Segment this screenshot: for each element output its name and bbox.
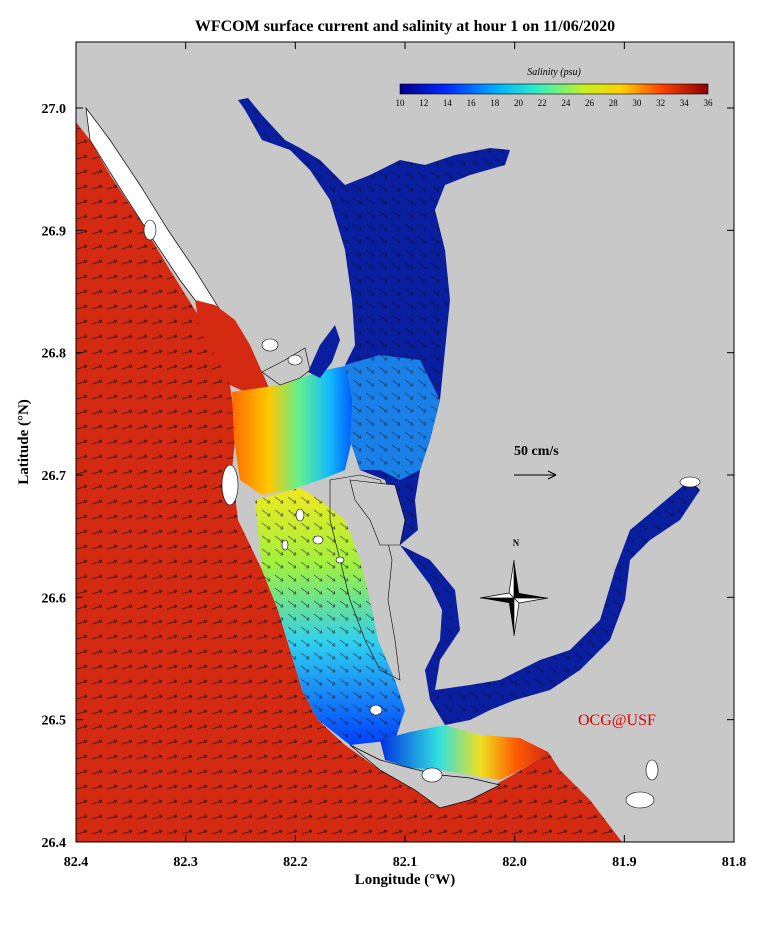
bull-bay — [308, 325, 340, 378]
colorbar-tick-label: 24 — [561, 98, 571, 108]
y-axis-ticks: 27.0 26.9 26.8 26.7 26.6 26.5 26.4 — [42, 102, 734, 851]
sound-current-arrows — [255, 488, 405, 745]
colorbar-scale — [399, 83, 709, 95]
y-tick-label: 26.6 — [42, 591, 67, 606]
scale-arrow-label: 50 cm/s — [514, 444, 559, 459]
x-tick-label: 82.4 — [64, 855, 89, 870]
x-tick-label: 82.1 — [393, 855, 418, 870]
river-current-arrows — [400, 480, 700, 725]
y-tick-label: 26.9 — [42, 224, 67, 239]
lemon-bay-water — [195, 300, 270, 392]
credit-label: OCG@USF — [578, 712, 656, 729]
colorbar-label: Salinity (psu) — [527, 67, 581, 78]
colorbar-tick-label: 34 — [680, 98, 690, 108]
colorbar-tick-label: 30 — [632, 98, 642, 108]
boca-grande-plume — [232, 365, 355, 495]
colorbar-tick-label: 12 — [419, 98, 428, 108]
compass-rose: N — [479, 538, 549, 637]
scale-arrow — [514, 470, 557, 480]
current-scale: 50 cm/s — [514, 444, 559, 480]
colorbar-tick-label: 32 — [656, 98, 665, 108]
x-tick-label: 82.3 — [173, 855, 198, 870]
colorbar-tick-label: 18 — [490, 98, 500, 108]
x-tick-label: 82.0 — [502, 855, 527, 870]
punta-gorda-land — [349, 479, 406, 546]
compass-north-label: N — [513, 538, 520, 548]
chart-title: WFCOM surface current and salinity at ho… — [195, 18, 615, 35]
colorbar-tick-label: 10 — [396, 98, 406, 108]
y-tick-label: 26.5 — [42, 714, 67, 729]
y-tick-label: 27.0 — [42, 102, 67, 117]
y-tick-label: 26.8 — [42, 347, 67, 362]
colorbar-ticks: 10 12 14 16 18 20 22 24 26 28 30 32 34 36 — [396, 98, 714, 108]
san-carlos-bay — [380, 725, 548, 780]
colorbar-tick-label: 22 — [538, 98, 547, 108]
y-axis-label: Latitude (°N) — [16, 399, 32, 485]
y-tick-label: 26.4 — [42, 836, 67, 851]
colorbar-tick-label: 16 — [467, 98, 477, 108]
gulf-current-arrows — [76, 122, 622, 842]
colorbar-tick-label: 20 — [514, 98, 524, 108]
x-tick-label: 82.2 — [283, 855, 308, 870]
x-axis-ticks: 82.4 82.3 82.2 82.1 82.0 81.9 81.8 — [64, 42, 747, 870]
harbor-current-arrows — [238, 98, 510, 545]
colorbar-tick-label: 26 — [585, 98, 595, 108]
colorbar-tick-label: 14 — [443, 98, 453, 108]
colorbar-tick-label: 28 — [609, 98, 619, 108]
salinity-colorbar: Salinity (psu) 10 12 14 16 18 20 22 24 26 28 30 32 3… — [396, 67, 714, 108]
y-tick-label: 26.7 — [42, 469, 67, 484]
mangrove-islands — [143, 219, 701, 809]
x-tick-label: 81.8 — [722, 855, 747, 870]
x-tick-label: 81.9 — [612, 855, 637, 870]
colorbar-tick-label: 36 — [704, 98, 714, 108]
x-axis-label: Longitude (°W) — [355, 872, 456, 888]
